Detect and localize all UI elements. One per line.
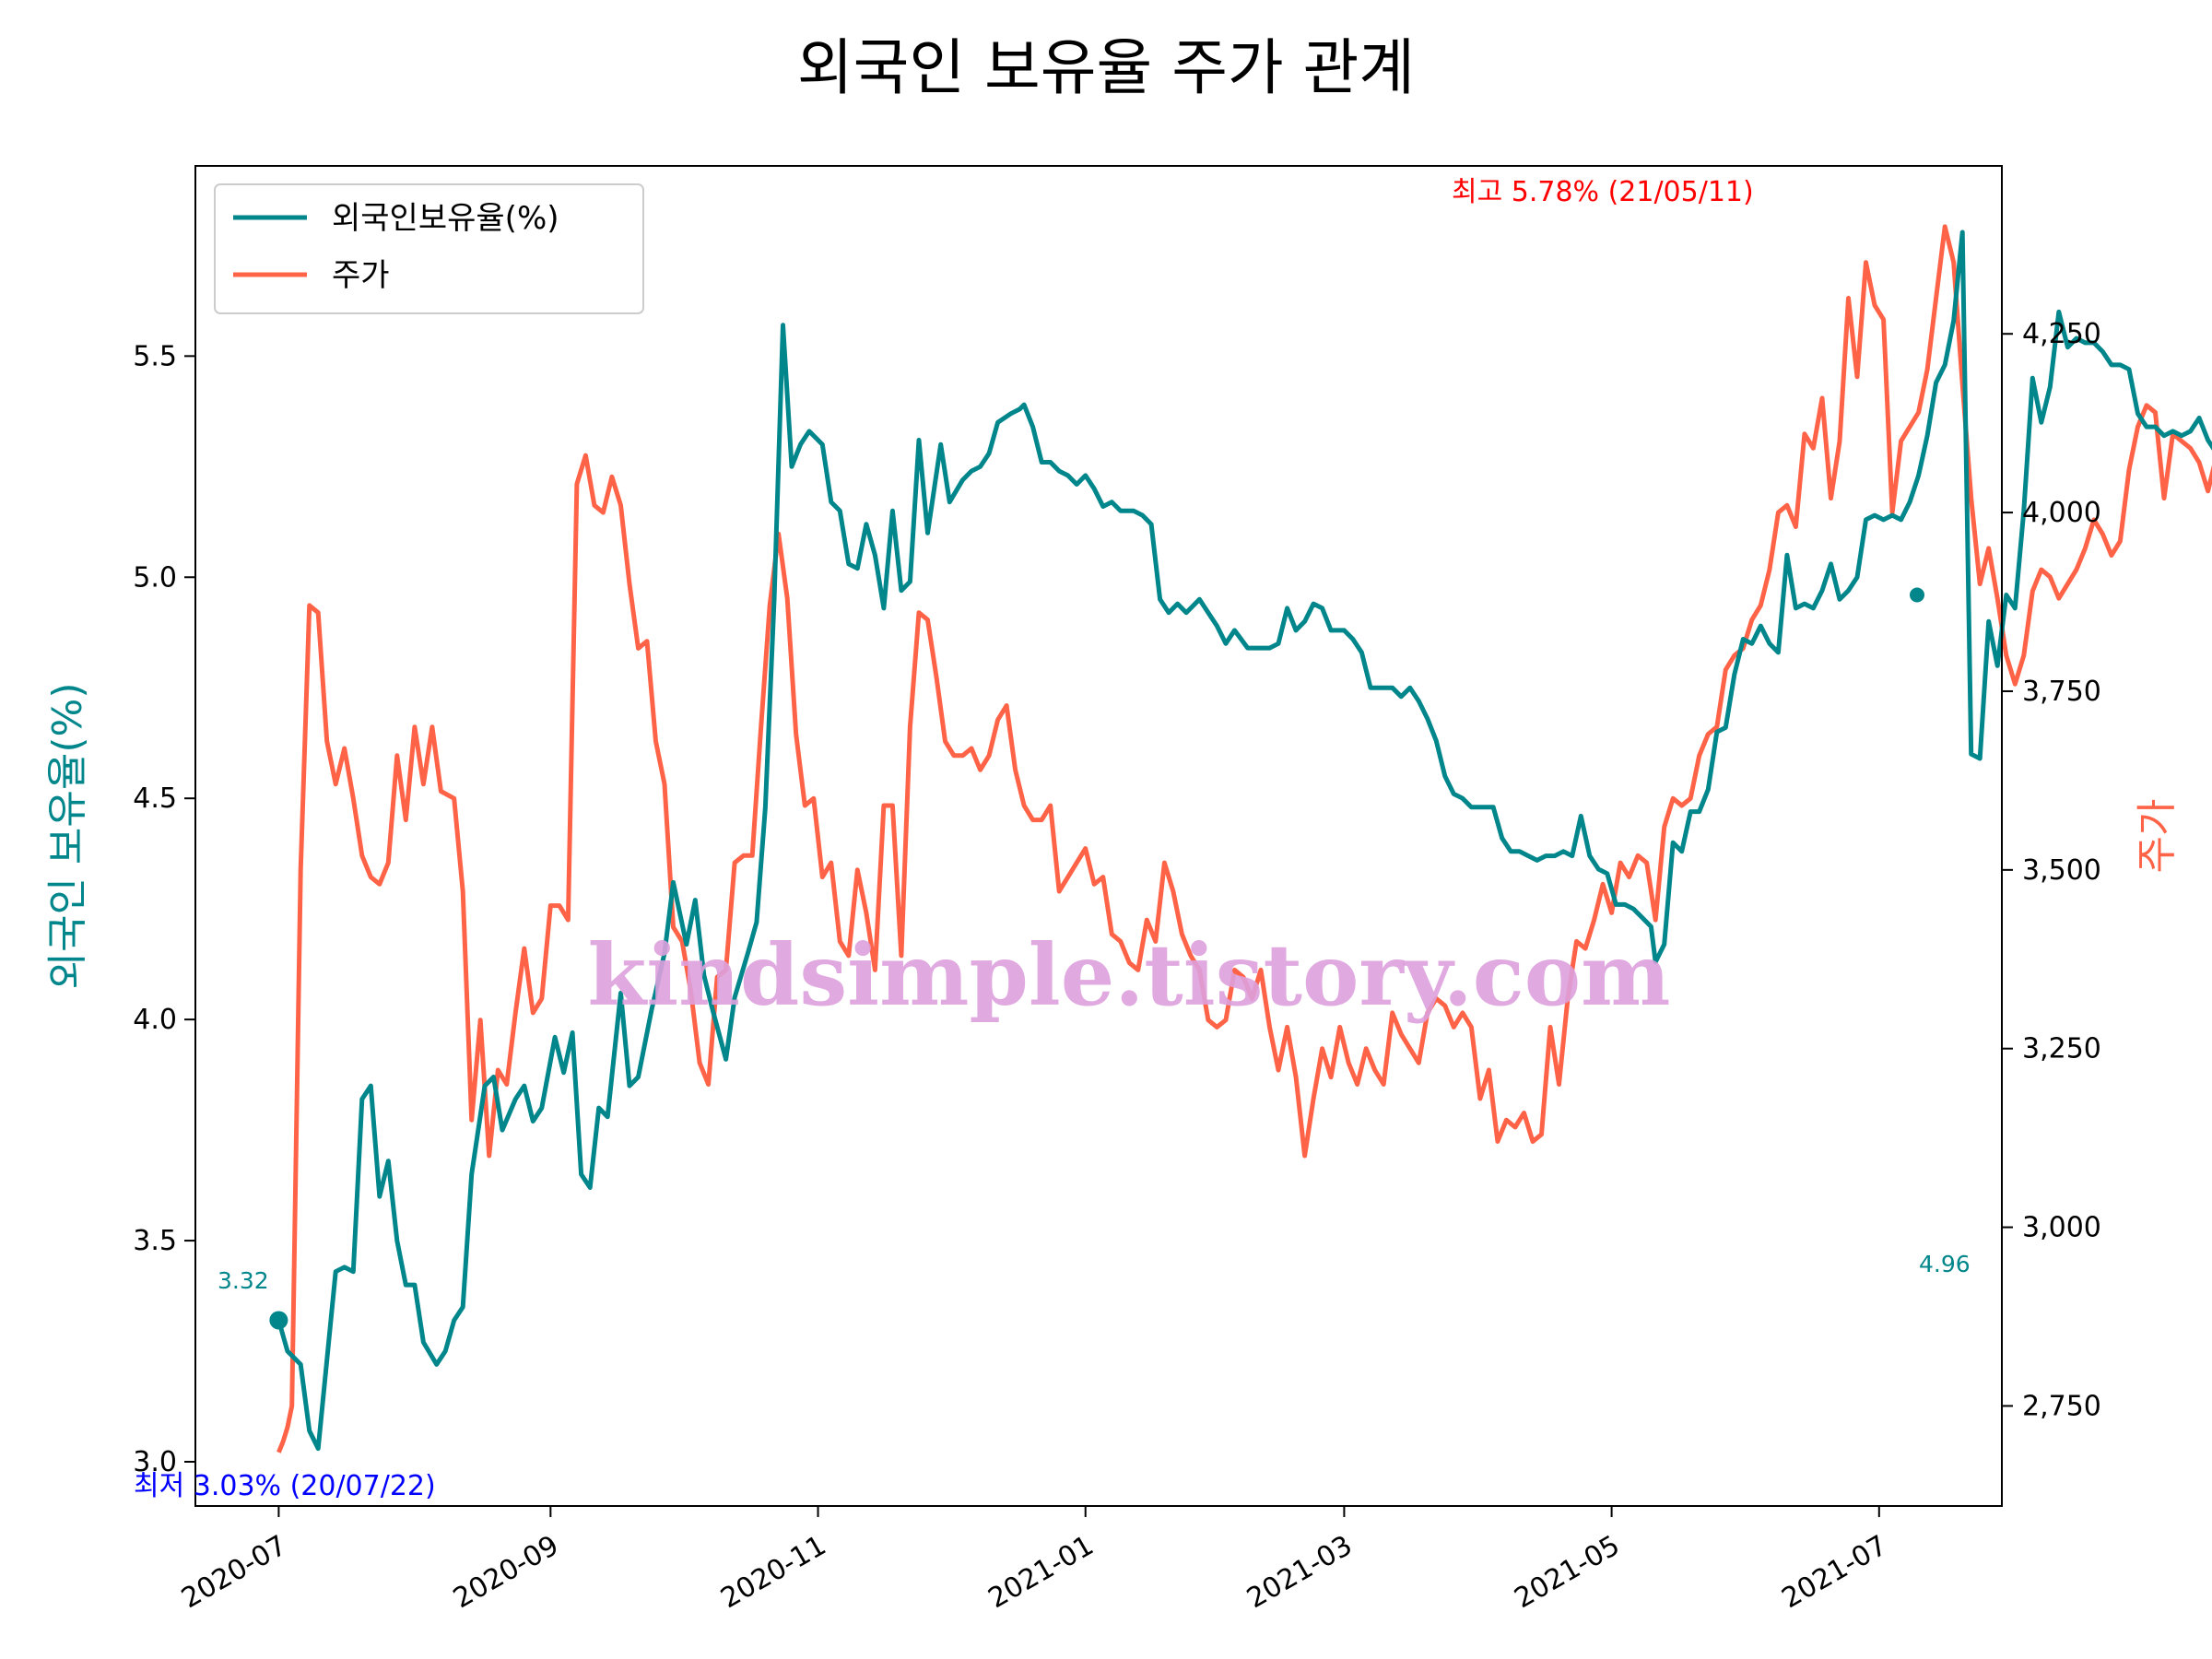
- legend-label-ratio: 외국인보유율(%): [332, 200, 559, 237]
- legend: 외국인보유율(%) 주가: [214, 183, 644, 314]
- plot-frame: [194, 165, 2003, 1507]
- x-tick-label: 2020-11: [715, 1529, 831, 1615]
- y-right-tick-label: 3,250: [2022, 1033, 2101, 1065]
- watermark-text: kindsimple.tistory.com: [587, 925, 1670, 1025]
- x-tick-label: 2020-09: [448, 1529, 564, 1615]
- legend-label-price: 주가: [332, 257, 390, 294]
- plot-background: [195, 166, 2002, 1506]
- y-left-tick-label: 4.0: [133, 1004, 177, 1036]
- legend-box: [214, 183, 644, 314]
- price-series-line: [276, 224, 2212, 1453]
- y-left-tick-label: 5.5: [133, 340, 177, 372]
- y-right-tick-label: 3,750: [2022, 676, 2101, 708]
- y-axis-left: 3.0 3.5 4.0 4.5 5.0 5.5: [133, 340, 195, 1478]
- x-axis: 2020-07 2020-09 2020-11 2021-01 2021-03 2021-…: [176, 1506, 1893, 1615]
- y-axis-right-label: 주가: [2134, 799, 2181, 874]
- ratio-series-line: [276, 229, 2212, 1452]
- y-right-tick-label: 4,250: [2022, 318, 2101, 350]
- plot-area: kindsimple.tistory.com: [194, 165, 2212, 1507]
- y-right-tick-label: 3,500: [2022, 854, 2101, 887]
- start-point-marker: [269, 1311, 288, 1330]
- y-left-tick-label: 4.5: [133, 782, 177, 815]
- y-axis-right: 2,750 3,000 3,250 3,500 3,750 4,000 4,250: [2002, 318, 2101, 1422]
- y-right-tick-label: 3,000: [2022, 1212, 2101, 1244]
- end-value-label: 4.96: [1919, 1251, 1971, 1277]
- x-tick-label: 2021-01: [982, 1529, 1099, 1615]
- max-annotation: 최고 5.78% (21/05/11): [1452, 176, 1754, 208]
- min-annotation: 최저 3.03% (20/07/22): [134, 1470, 436, 1502]
- start-value-label: 3.32: [218, 1267, 269, 1294]
- y-right-tick-label: 2,750: [2022, 1390, 2101, 1422]
- x-tick-label: 2021-07: [1777, 1529, 1893, 1615]
- chart-title: 외국인 보유율 주가 관계: [797, 32, 1415, 103]
- y-left-tick-label: 3.0: [133, 1446, 177, 1478]
- x-tick-label: 2021-03: [1241, 1529, 1358, 1615]
- ratio-series-layer: [276, 229, 2212, 1452]
- x-tick-label: 2020-07: [176, 1529, 292, 1615]
- y-right-tick-label: 4,000: [2022, 497, 2101, 529]
- end-point-marker: [1910, 587, 1924, 603]
- y-left-tick-label: 5.0: [133, 561, 177, 594]
- x-tick-label: 2021-05: [1509, 1529, 1625, 1615]
- y-left-tick-label: 3.5: [133, 1225, 177, 1257]
- y-axis-left-label: 외국인 보유율(%): [44, 682, 91, 989]
- price-series-layer: [276, 224, 2212, 1453]
